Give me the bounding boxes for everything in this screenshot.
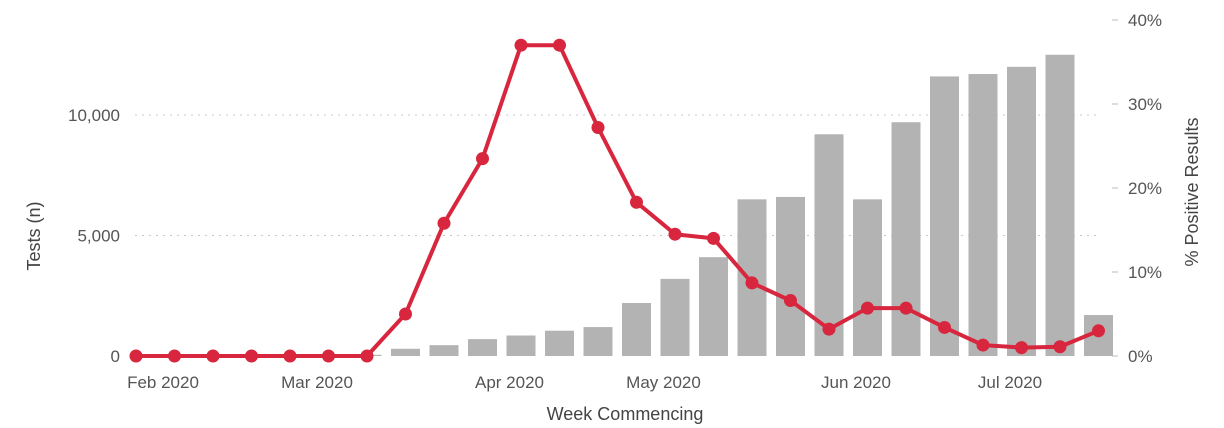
y2-tick-label: 40%: [1128, 11, 1162, 30]
data-point: [1092, 324, 1105, 338]
bar: [429, 345, 459, 356]
data-point: [1053, 340, 1067, 354]
axis-ticks: 0 5,000 10,000 0% 10% 20% 30% 40% Feb 2020 Mar 20…: [68, 11, 1162, 392]
bar: [583, 327, 613, 356]
bar: [853, 199, 882, 356]
data-point: [1015, 341, 1028, 355]
y2-tick-label: 20%: [1128, 179, 1162, 198]
data-point: [476, 152, 489, 166]
y2-tick-label: 0%: [1128, 347, 1153, 366]
data-point: [206, 349, 220, 363]
y-tick-label: 0: [111, 347, 120, 366]
x-tick-label: Apr 2020: [475, 373, 544, 392]
data-point: [707, 231, 720, 245]
bar: [699, 257, 728, 356]
y-axis-title: Tests (n): [24, 201, 44, 270]
y-tick-label: 5,000: [77, 227, 120, 246]
data-point: [822, 322, 836, 336]
data-point: [745, 276, 759, 290]
data-point: [322, 349, 335, 363]
data-point: [899, 301, 913, 315]
bar: [776, 196, 805, 356]
data-point: [938, 320, 951, 334]
data-point: [668, 227, 682, 241]
x-tick-label: Jun 2020: [821, 373, 891, 392]
data-point: [168, 349, 181, 363]
x-tick-label: May 2020: [626, 373, 701, 392]
y2-tick-label: 30%: [1128, 95, 1162, 114]
data-point: [976, 338, 990, 352]
bar: [930, 76, 959, 356]
bar: [968, 74, 998, 356]
x-tick-label: Feb 2020: [127, 373, 199, 392]
y2-tick-label: 10%: [1128, 263, 1162, 282]
bar: [622, 302, 651, 356]
data-point: [784, 294, 797, 308]
data-point: [399, 307, 412, 321]
data-point: [437, 216, 451, 230]
data-point: [245, 349, 258, 363]
bar: [1045, 54, 1075, 356]
x-axis-title: Week Commencing: [547, 404, 704, 424]
data-point: [360, 349, 374, 363]
bar: [891, 122, 921, 356]
bar: [814, 134, 844, 356]
data-point: [283, 349, 297, 363]
bar: [391, 348, 420, 356]
bar: [545, 330, 574, 356]
data-point: [514, 38, 528, 52]
bar: [468, 339, 497, 356]
bar-series-tests: [352, 54, 1113, 357]
data-point: [591, 121, 605, 135]
data-point: [129, 349, 143, 363]
bar: [1007, 66, 1036, 357]
data-point: [553, 38, 566, 52]
y2-axis-title: % Positive Results: [1182, 117, 1202, 266]
data-point: [630, 195, 643, 209]
y-tick-label: 10,000: [68, 106, 120, 125]
data-point: [861, 301, 874, 315]
line-series-percent-positive: [129, 38, 1105, 363]
bar: [660, 278, 690, 356]
bar: [506, 335, 536, 356]
x-tick-label: Jul 2020: [978, 373, 1042, 392]
x-tick-label: Mar 2020: [281, 373, 353, 392]
